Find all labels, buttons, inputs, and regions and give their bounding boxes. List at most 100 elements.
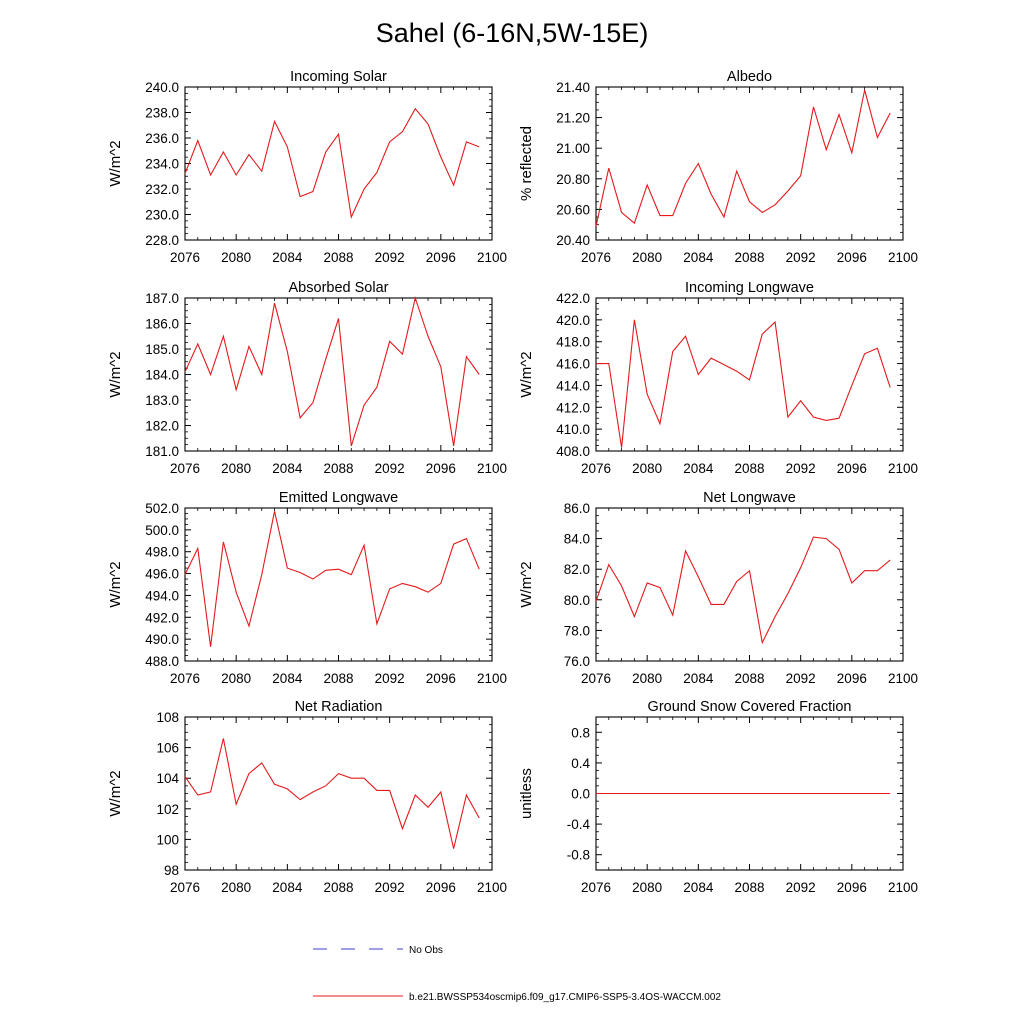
x-tick-label: 2076	[581, 671, 611, 686]
x-tick-label: 2080	[221, 250, 251, 265]
y-tick-label: 228.0	[145, 233, 179, 248]
y-tick-label: 0.0	[571, 787, 590, 802]
y-tick-label: 182.0	[145, 419, 179, 434]
panel-4: Emitted Longwave W/m^2 2076 2080 2084 2088 209…	[107, 490, 507, 686]
x-tick-label: 2096	[837, 671, 867, 686]
y-tick-label: 488.0	[145, 654, 179, 669]
y-axis-label: W/m^2	[518, 561, 535, 607]
y-tick-label: 414.0	[556, 378, 590, 393]
x-tick-label: 2092	[786, 880, 816, 895]
y-axis-label: W/m^2	[107, 770, 124, 816]
series-line	[596, 319, 891, 448]
y-tick-label: 183.0	[145, 393, 179, 408]
legend: No Obs b.e21.BWSSP534oscmip6.f09_g17.CMI…	[313, 945, 721, 1003]
x-tick-label: 2088	[734, 880, 764, 895]
x-tick-label: 2096	[837, 461, 867, 476]
x-tick-label: 2076	[581, 250, 611, 265]
plot-frame	[595, 297, 904, 452]
y-tick-label: 76.0	[564, 654, 590, 669]
y-tick-label: 230.0	[145, 208, 179, 223]
y-tick-label: 500.0	[145, 523, 179, 538]
x-tick-label: 2080	[632, 671, 662, 686]
y-tick-label: 0.4	[571, 756, 590, 771]
series-line	[184, 295, 480, 447]
y-tick-label: 102	[156, 802, 179, 817]
x-tick-label: 2096	[837, 880, 867, 895]
x-tick-label: 2092	[375, 671, 405, 686]
y-tick-label: 181.0	[145, 444, 179, 459]
y-tick-label: 20.60	[556, 202, 590, 217]
plot-frame	[184, 507, 493, 662]
y-tick-label: -0.8	[567, 848, 590, 863]
y-tick-label: 422.0	[556, 291, 590, 306]
x-tick-label: 2100	[888, 880, 918, 895]
x-tick-label: 2100	[888, 671, 918, 686]
panel-1: Albedo % reflected 2076 2080 2084 2088 2092 209…	[518, 69, 918, 265]
y-tick-label: 108	[156, 710, 179, 725]
x-tick-label: 2100	[477, 671, 507, 686]
x-tick-label: 2088	[734, 250, 764, 265]
y-tick-label: 82.0	[564, 562, 590, 577]
x-tick-label: 2076	[170, 880, 200, 895]
x-tick-label: 2080	[632, 880, 662, 895]
y-tick-label: 238.0	[145, 106, 179, 121]
x-tick-label: 2100	[477, 461, 507, 476]
y-tick-label: 106	[156, 741, 179, 756]
x-tick-label: 2088	[323, 461, 353, 476]
x-tick-label: 2092	[786, 461, 816, 476]
y-tick-label: 185.0	[145, 342, 179, 357]
legend-obs-label: No Obs	[409, 945, 443, 956]
plot-frame	[595, 86, 904, 241]
y-tick-label: 498.0	[145, 545, 179, 560]
y-axis-label: W/m^2	[518, 351, 535, 397]
panel-6: Net Radiation W/m^2 2076 2080 2084 2088 2092 20…	[107, 699, 507, 895]
y-axis-label: % reflected	[518, 126, 535, 201]
x-tick-label: 2100	[477, 250, 507, 265]
panel-title: Net Longwave	[703, 490, 796, 506]
x-tick-label: 2088	[323, 880, 353, 895]
series-line	[184, 738, 480, 849]
y-tick-label: 21.20	[556, 111, 590, 126]
series-line	[595, 536, 891, 645]
x-tick-label: 2084	[683, 671, 714, 686]
x-tick-label: 2088	[323, 250, 353, 265]
x-tick-label: 2092	[786, 671, 816, 686]
panel-title: Net Radiation	[295, 699, 383, 715]
y-axis-label: W/m^2	[107, 140, 124, 186]
y-tick-label: 494.0	[145, 588, 179, 603]
y-tick-label: 104	[156, 771, 179, 786]
y-tick-label: 80.0	[564, 593, 590, 608]
y-axis-label: unitless	[518, 768, 535, 819]
x-tick-label: 2084	[683, 461, 714, 476]
y-tick-label: 0.8	[571, 725, 590, 740]
y-tick-label: 490.0	[145, 632, 179, 647]
y-tick-label: 86.0	[564, 501, 590, 516]
y-tick-label: 410.0	[556, 422, 590, 437]
y-tick-label: 492.0	[145, 610, 179, 625]
y-tick-label: 234.0	[145, 157, 179, 172]
y-tick-label: 408.0	[556, 444, 590, 459]
y-tick-label: 98	[164, 863, 179, 878]
y-tick-label: 20.80	[556, 172, 590, 187]
x-tick-label: 2092	[375, 250, 405, 265]
plot-frame	[184, 716, 493, 871]
y-axis-label: W/m^2	[107, 351, 124, 397]
y-tick-label: 236.0	[145, 131, 179, 146]
y-tick-label: 84.0	[564, 532, 590, 547]
panel-title: Incoming Longwave	[685, 280, 814, 296]
panel-7: Ground Snow Covered Fraction unitless 2076…	[518, 699, 918, 895]
series-line	[595, 89, 891, 227]
y-tick-label: 240.0	[145, 80, 179, 95]
x-tick-label: 2088	[734, 671, 764, 686]
y-tick-label: 78.0	[564, 623, 590, 638]
panel-0: Incoming Solar W/m^2 2076 2080 2084 2088 2092 2…	[107, 69, 507, 265]
y-tick-label: 420.0	[556, 313, 590, 328]
y-tick-label: 21.00	[556, 141, 590, 156]
y-tick-label: 412.0	[556, 400, 590, 415]
y-tick-label: 187.0	[145, 291, 179, 306]
x-tick-label: 2080	[632, 461, 662, 476]
x-tick-label: 2096	[426, 671, 456, 686]
y-tick-label: 184.0	[145, 368, 179, 383]
y-tick-label: 418.0	[556, 335, 590, 350]
